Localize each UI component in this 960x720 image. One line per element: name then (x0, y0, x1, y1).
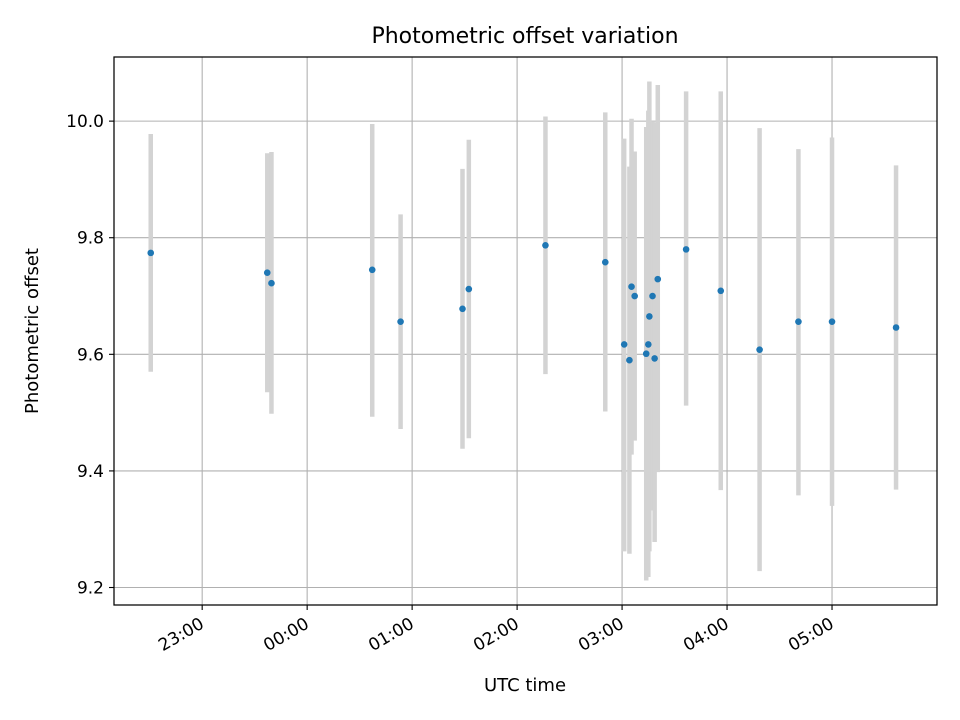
data-point (628, 283, 635, 290)
data-point (828, 318, 836, 325)
data-point (646, 313, 653, 320)
data-point (542, 242, 549, 249)
data-points (147, 242, 900, 364)
data-point (649, 292, 656, 300)
data-point (268, 279, 275, 287)
data-point (147, 249, 155, 257)
y-tick-label: 10.0 (66, 112, 104, 132)
data-point (717, 287, 725, 295)
y-tick-label: 9.8 (77, 229, 104, 249)
plot-area-frame (113, 56, 938, 606)
data-point (631, 292, 638, 300)
data-point (642, 350, 650, 358)
y-tick-label: 9.4 (77, 462, 104, 482)
data-point (601, 258, 609, 266)
data-point (682, 246, 690, 253)
data-point (465, 285, 473, 293)
data-point (263, 269, 271, 277)
data-point (626, 356, 633, 364)
y-tick-label: 9.2 (77, 579, 104, 599)
x-axis-label: UTC time (484, 675, 566, 696)
chart-title: Photometric offset variation (371, 24, 678, 49)
data-point (368, 266, 376, 274)
data-point (654, 275, 662, 283)
data-point (756, 346, 763, 353)
data-point (651, 355, 658, 362)
y-axis-label: Photometric offset (22, 248, 43, 414)
y-tick-label: 9.6 (77, 345, 104, 365)
data-point (620, 341, 628, 348)
data-point (459, 305, 466, 313)
data-point (892, 324, 900, 331)
data-point (397, 318, 404, 325)
data-point (795, 318, 802, 325)
y-axis-ticks: 9.2 9.4 9.6 9.8 10.0 (66, 112, 114, 599)
data-point (645, 341, 652, 348)
